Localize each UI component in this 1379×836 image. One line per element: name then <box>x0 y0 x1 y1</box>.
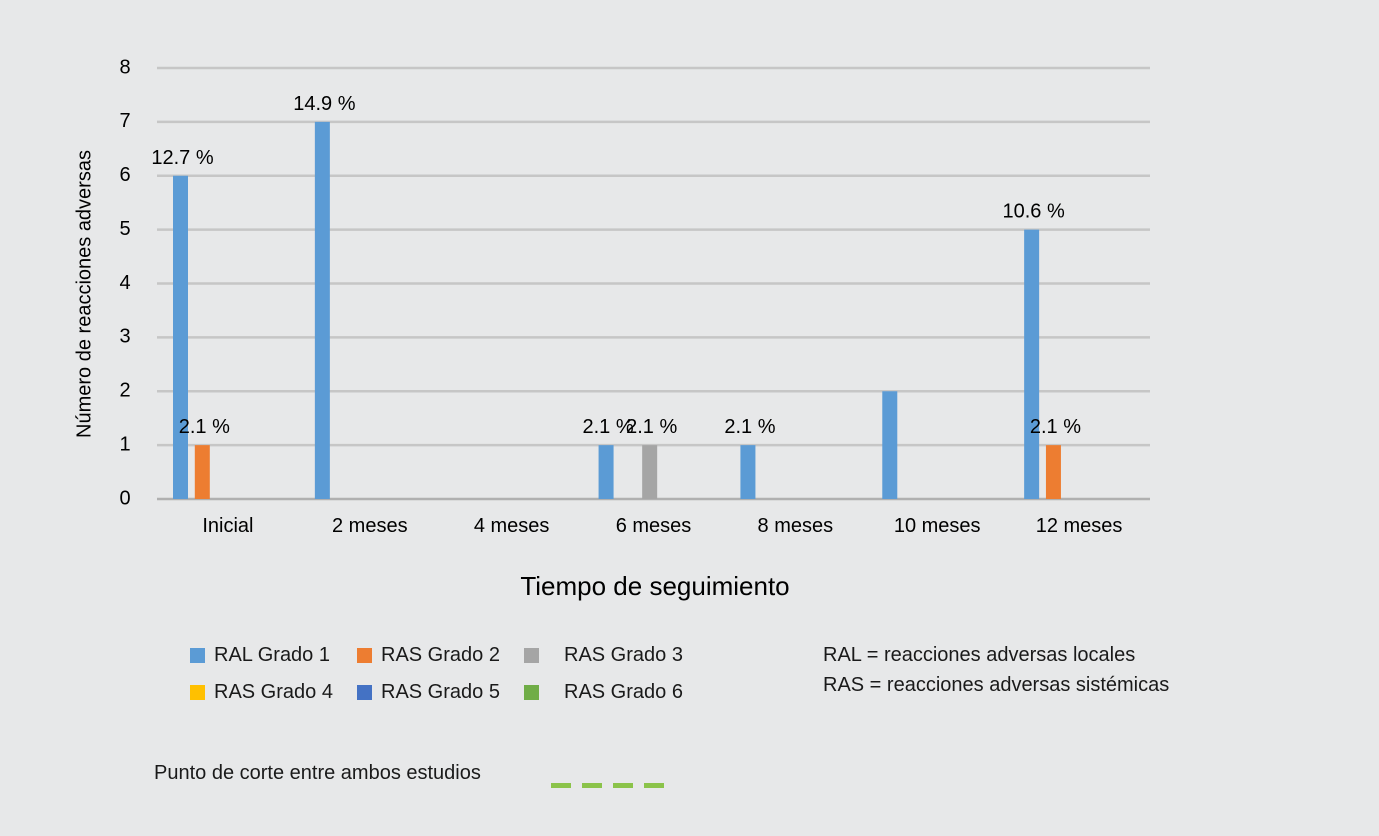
legend-swatch <box>190 685 205 700</box>
legend-item: RAS Grado 2 <box>357 644 500 667</box>
x-category-label: Inicial <box>202 515 253 537</box>
legend-item: RAS Grado 5 <box>357 681 500 704</box>
y-axis-label: Número de reacciones adversas <box>73 150 95 438</box>
cutoff-label: Punto de corte entre ambos estudios <box>154 762 481 784</box>
data-label: 14.9 % <box>293 93 355 115</box>
ral-definition: RAL = reacciones adversas locales <box>823 644 1136 666</box>
legend-item: RAS Grado 3 <box>524 644 683 667</box>
legend-swatch <box>357 648 372 663</box>
y-tick-label: 3 <box>119 326 130 348</box>
x-category-label: 6 meses <box>616 515 692 537</box>
legend-label: RAS Grado 2 <box>381 644 500 666</box>
y-tick-label: 7 <box>119 110 130 132</box>
x-category-label: 10 meses <box>894 515 981 537</box>
legend-swatch <box>357 685 372 700</box>
bars <box>173 121 1061 499</box>
bar <box>740 445 756 499</box>
bar <box>1024 229 1040 499</box>
legend-swatch <box>524 685 539 700</box>
legend-label: RAS Grado 3 <box>564 644 683 666</box>
bar <box>314 121 330 499</box>
x-category-label: 4 meses <box>474 515 550 537</box>
data-label: 2.1 % <box>1030 416 1081 438</box>
y-tick-label: 4 <box>119 272 130 294</box>
x-category-label: 8 meses <box>758 515 834 537</box>
y-tick-label: 6 <box>119 164 130 186</box>
x-axis-categories: Inicial 2 meses 4 meses 6 meses 8 meses 10 me… <box>202 515 1122 537</box>
legend-swatch <box>524 648 539 663</box>
x-category-label: 12 meses <box>1036 515 1123 537</box>
y-tick-label: 1 <box>119 433 130 455</box>
data-label: 2.1 % <box>179 416 230 438</box>
bar <box>1045 445 1061 499</box>
cutoff-dash <box>551 783 571 788</box>
cutoff-dash <box>613 783 633 788</box>
legend-label: RAS Grado 4 <box>214 681 333 703</box>
legend-swatch <box>190 648 205 663</box>
data-labels: 12.7 %2.1 %14.9 %2.1 %2.1 % 2.1 %10.6 %2.… <box>151 93 1081 438</box>
legend-label: RAS Grado 5 <box>381 681 500 703</box>
y-tick-label: 0 <box>119 487 130 509</box>
cutoff-dash <box>582 783 602 788</box>
y-tick-label: 2 <box>119 380 130 402</box>
data-label: 12.7 % <box>151 147 213 169</box>
cutoff-dash <box>644 783 664 788</box>
bar <box>173 175 188 499</box>
legend-item: RAS Grado 4 <box>190 681 333 704</box>
legend-item: RAS Grado 6 <box>524 681 683 704</box>
legend-label: RAL Grado 1 <box>214 644 330 666</box>
data-label: 10.6 % <box>1003 201 1065 223</box>
data-label: 2.1 % <box>626 416 677 438</box>
legend-label: RAS Grado 6 <box>564 681 683 703</box>
x-category-label: 2 meses <box>332 515 408 537</box>
bar <box>598 445 614 499</box>
bar <box>642 445 658 499</box>
y-tick-label: 5 <box>119 218 130 240</box>
legend-item: RAL Grado 1 <box>190 644 330 667</box>
y-tick-label: 8 <box>119 56 130 78</box>
bar <box>194 445 210 499</box>
ras-definition: RAS = reacciones adversas sistémicas <box>823 674 1170 696</box>
y-axis-ticks: 0 1 2 3 4 5 6 7 8 <box>119 56 130 509</box>
x-axis-label: Tiempo de seguimiento <box>520 571 789 601</box>
data-label: 2.1 % <box>724 416 775 438</box>
data-label: 2.1 % <box>582 416 633 438</box>
bar <box>882 391 898 499</box>
